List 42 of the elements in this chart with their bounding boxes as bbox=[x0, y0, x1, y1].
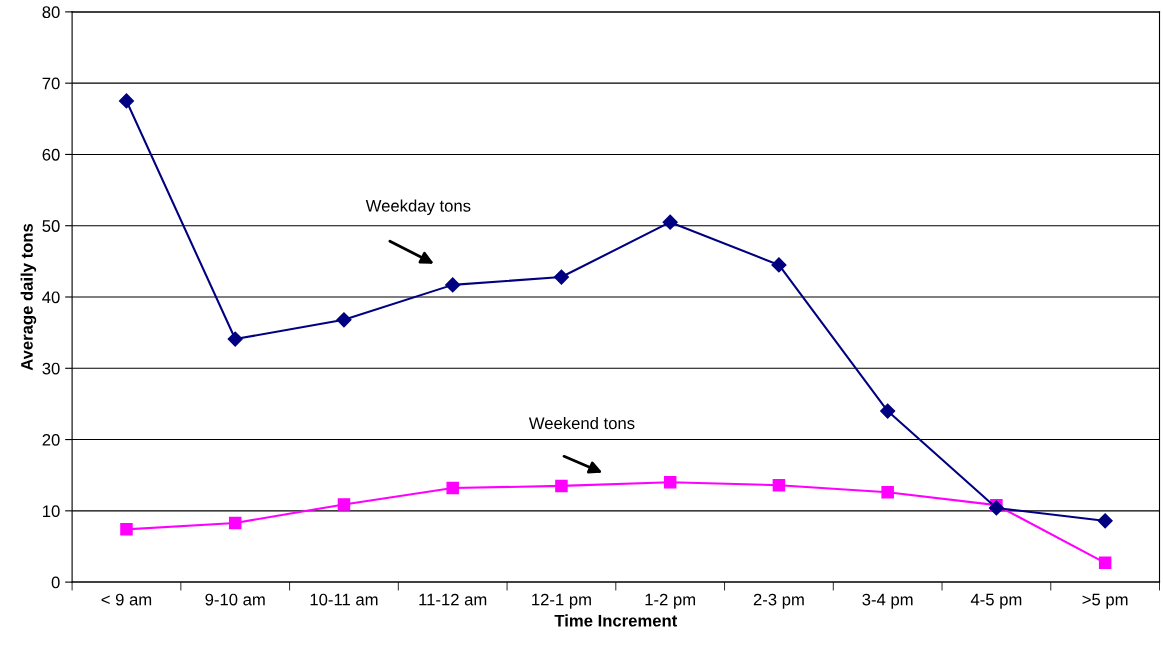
point bbox=[663, 476, 677, 489]
annotation: Weekday tons bbox=[365, 199, 471, 216]
point bbox=[227, 331, 243, 347]
y-tick-label: 40 bbox=[42, 291, 60, 304]
y-tick-label: 10 bbox=[43, 505, 60, 518]
x-tick-label: 12-1 pm bbox=[532, 593, 591, 609]
point bbox=[662, 214, 678, 230]
point bbox=[336, 312, 352, 328]
x-tick-label: 10-11 am bbox=[310, 593, 378, 606]
x-tick-label: 2-3 pm bbox=[753, 593, 804, 609]
point bbox=[881, 486, 894, 499]
point bbox=[446, 481, 459, 495]
y-tick-label: 60 bbox=[42, 148, 60, 161]
point bbox=[1097, 513, 1113, 529]
y-tick-label: 20 bbox=[42, 433, 60, 446]
y-tick-label: 70 bbox=[42, 77, 60, 90]
point bbox=[772, 478, 786, 492]
x-tick-label: 1-2 pm bbox=[645, 593, 696, 609]
point bbox=[988, 500, 1004, 516]
annotation: Weekend tons bbox=[528, 416, 635, 430]
y-tick-label: 80 bbox=[42, 6, 60, 19]
x-tick-label: 9-10 am bbox=[205, 593, 265, 606]
x-axis-title: Time Increment bbox=[554, 614, 678, 627]
x-tick-label: 4-5 pm bbox=[970, 593, 1022, 609]
point bbox=[1098, 556, 1112, 570]
point bbox=[337, 498, 351, 511]
y-tick-label: 30 bbox=[42, 362, 60, 375]
point bbox=[228, 516, 242, 530]
point bbox=[553, 269, 570, 285]
x-tick-label: 11-12 am bbox=[419, 593, 487, 606]
point bbox=[771, 257, 787, 273]
y-tick-label: 0 bbox=[51, 576, 60, 589]
x-tick-label: < 9 am bbox=[101, 593, 152, 606]
x-tick-label: 3-4 pm bbox=[862, 593, 913, 609]
point bbox=[118, 93, 135, 109]
y-axis-title: Average daily tons bbox=[20, 223, 37, 371]
point bbox=[555, 479, 568, 493]
point bbox=[120, 523, 133, 536]
x-tick-label: >5 pm bbox=[1082, 593, 1128, 609]
point bbox=[880, 403, 896, 419]
point bbox=[445, 277, 461, 293]
y-tick-label: 50 bbox=[42, 220, 60, 232]
